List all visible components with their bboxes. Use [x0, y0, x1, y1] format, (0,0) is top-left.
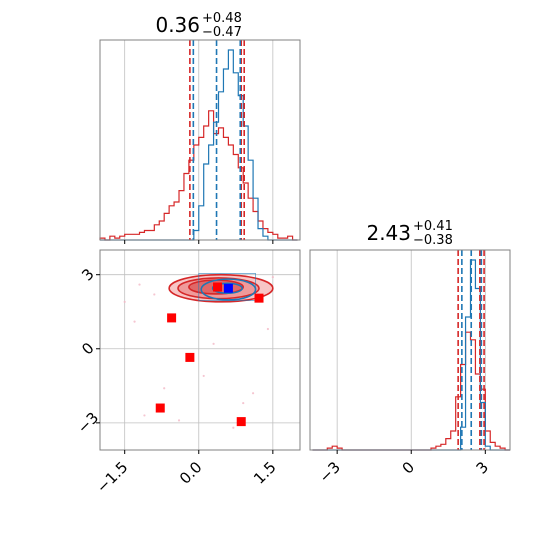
red-square-marker: [254, 293, 264, 303]
sample-point: [202, 374, 205, 378]
param2-title-minus: −0.38: [413, 233, 453, 248]
param1-title: 0.36: [155, 13, 200, 37]
red-square-marker: [213, 282, 223, 292]
hist1-red-series: [99, 110, 298, 241]
sample-point: [138, 283, 141, 286]
scatter-x-tick-label: −1.5: [93, 458, 131, 496]
scatter-frame: [99, 249, 301, 451]
sample-point: [271, 276, 274, 279]
sample-point: [212, 342, 215, 345]
sample-point: [177, 419, 181, 422]
hist2-frame: [309, 249, 511, 451]
sample-point: [143, 414, 146, 417]
hist2-x-tick-label: 0: [399, 458, 418, 477]
sample-point: [242, 401, 245, 405]
red-square-marker: [185, 352, 195, 362]
sample-point: [251, 392, 255, 395]
scatter-y-tick-label: 3: [78, 265, 97, 284]
sample-point: [232, 426, 235, 429]
scatter-y-tick-label: −3: [74, 409, 102, 437]
scatter-y-tick-label: 0: [78, 339, 97, 358]
param2-title: 2.43: [366, 221, 411, 245]
param2-title-value: 2.43: [366, 221, 411, 245]
param1-title-value: 0.36: [155, 13, 200, 37]
param1-title-minus: −0.47: [202, 25, 242, 40]
red-square-marker: [155, 403, 165, 413]
sample-point: [123, 300, 126, 303]
blue-square-marker: [223, 283, 233, 293]
red-square-marker: [167, 313, 177, 323]
sample-point: [153, 293, 156, 296]
red-square-marker: [236, 417, 246, 427]
sample-point: [163, 387, 166, 390]
blue-contour-inner: [211, 282, 244, 295]
hist2-x-tick-label: 3: [473, 458, 492, 477]
blue-contour-box: [198, 273, 256, 302]
param2-title-plus: +0.41: [413, 219, 453, 234]
sample-point: [266, 327, 270, 331]
scatter-x-tick-label: 1.5: [250, 458, 280, 488]
param1-title-plus: +0.48: [202, 11, 242, 26]
sample-point: [133, 320, 136, 323]
hist1-frame: [99, 39, 301, 241]
scatter-x-tick-label: 0.0: [176, 458, 206, 488]
hist2-x-tick-label: −3: [316, 458, 344, 486]
